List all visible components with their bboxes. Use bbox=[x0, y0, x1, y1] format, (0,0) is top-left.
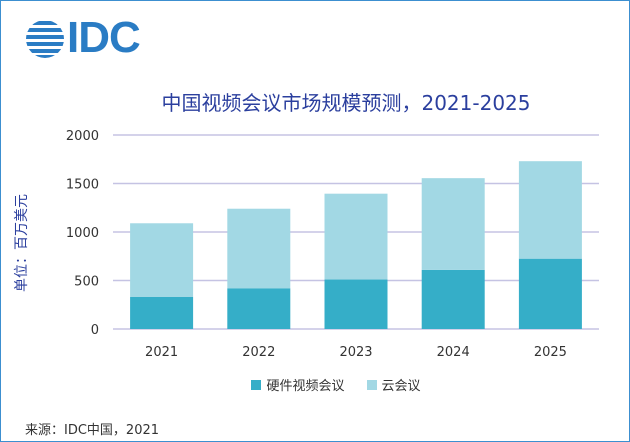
y-tick-label: 0 bbox=[91, 323, 99, 338]
x-tick-label: 2021 bbox=[145, 345, 178, 360]
chart-title: 中国视频会议市场规模预测，2021-2025 bbox=[161, 91, 531, 115]
legend-label-hardware: 硬件视频会议 bbox=[266, 379, 345, 394]
x-tick-label: 2024 bbox=[437, 345, 470, 360]
bar-cloud-2025 bbox=[518, 161, 582, 259]
legend-item-hardware: 硬件视频会议 bbox=[251, 375, 345, 394]
bar-hardware-2022 bbox=[227, 288, 291, 329]
logo-text: IDC bbox=[67, 13, 141, 62]
bar-cloud-2024 bbox=[421, 178, 485, 270]
bar-cloud-2021 bbox=[130, 223, 194, 297]
bar-hardware-2024 bbox=[421, 269, 485, 329]
source-note: 来源：IDC中国，2021 bbox=[25, 423, 160, 438]
x-tick-label: 2022 bbox=[242, 345, 275, 360]
bar-hardware-2025 bbox=[518, 258, 582, 329]
y-tick-label: 1500 bbox=[66, 178, 99, 193]
bar-cloud-2023 bbox=[324, 193, 388, 280]
x-tick-label: 2025 bbox=[534, 345, 567, 360]
y-tick-label: 500 bbox=[74, 275, 99, 290]
bar-hardware-2021 bbox=[130, 296, 194, 329]
x-tick-label: 2023 bbox=[339, 345, 372, 360]
bar-hardware-2023 bbox=[324, 279, 388, 329]
legend-item-cloud: 云会议 bbox=[366, 375, 421, 394]
legend-label-cloud: 云会议 bbox=[381, 379, 421, 394]
y-tick-label: 1000 bbox=[66, 226, 99, 241]
plot-area: 0 500 1000 1500 2000 2021 2022 2023 2024 2025 bbox=[66, 129, 599, 360]
legend-swatch-hardware bbox=[251, 379, 262, 390]
bar-cloud-2022 bbox=[227, 208, 291, 289]
legend: 硬件视频会议 云会议 bbox=[1, 375, 630, 394]
legend-swatch-cloud bbox=[366, 379, 377, 390]
y-tick-label: 2000 bbox=[66, 129, 99, 144]
idc-logo-icon bbox=[26, 21, 64, 58]
